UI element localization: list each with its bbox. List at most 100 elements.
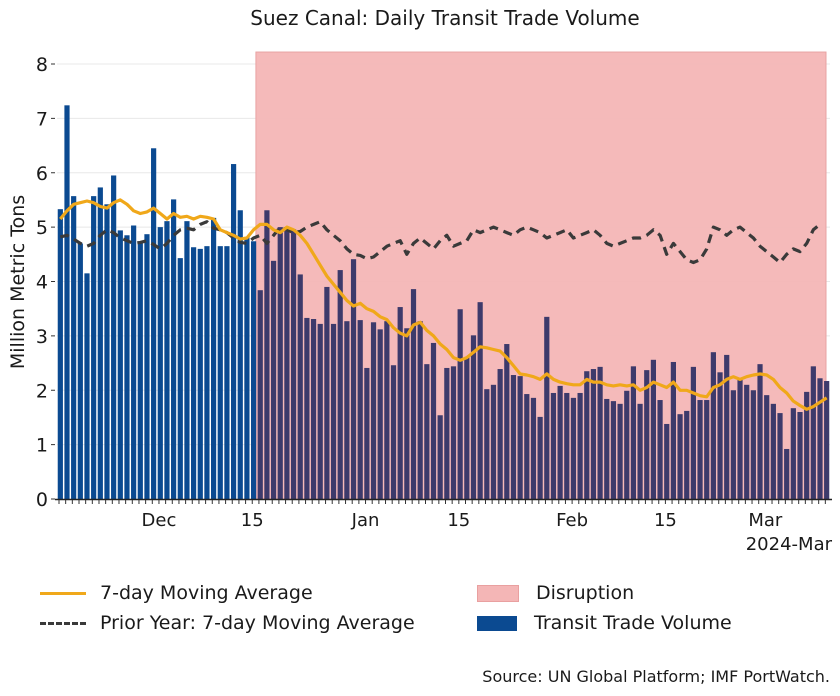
volume-bar (171, 199, 177, 500)
legend-label: 7-day Moving Average (100, 582, 313, 604)
volume-bar (717, 372, 723, 499)
y-tick-label: 3 (36, 326, 48, 348)
volume-bar (617, 403, 623, 499)
volume-bar (624, 390, 630, 499)
volume-bar (350, 259, 357, 499)
volume-bar (550, 392, 557, 499)
y-tick-label: 6 (36, 163, 48, 185)
volume-bar (597, 366, 603, 499)
x-tick-label: 15 (241, 510, 264, 531)
volume-bar (704, 400, 710, 499)
legend-label: Transit Trade Volume (534, 612, 732, 634)
volume-bar (104, 204, 110, 499)
volume-bar (664, 423, 670, 499)
volume-bar (211, 217, 217, 499)
volume-bar (297, 274, 303, 499)
volume-bar (464, 357, 470, 499)
volume-bar (817, 378, 823, 499)
volume-bar (97, 187, 103, 499)
legend-swatch-transit-volume (477, 615, 517, 631)
volume-bar (217, 246, 223, 499)
volume-bar (677, 414, 683, 499)
volume-bar (184, 221, 190, 500)
legend-right: Disruption Transit Trade Volume (474, 578, 732, 638)
bar-layer (57, 105, 830, 500)
legend-swatch-disruption (477, 584, 519, 602)
volume-bar (317, 323, 323, 499)
volume-bar (191, 247, 197, 499)
x-tick-label: Jan (351, 510, 380, 531)
volume-bar (690, 366, 696, 499)
volume-bar (650, 359, 657, 499)
x-tick-label: Dec (142, 510, 177, 531)
volume-bar (364, 367, 370, 499)
volume-bar (250, 241, 257, 499)
volume-bar (697, 400, 703, 499)
volume-bar (517, 376, 523, 499)
volume-bar (477, 302, 483, 499)
volume-bar (224, 246, 230, 499)
volume-bar (410, 289, 417, 499)
volume-bar (737, 379, 743, 499)
legend-item-moving-average: 7-day Moving Average (40, 578, 415, 608)
volume-bar (437, 415, 443, 499)
volume-bar (64, 105, 70, 499)
volume-bar (637, 403, 643, 499)
volume-bar (504, 344, 510, 499)
volume-bar (744, 384, 750, 499)
volume-bar (490, 384, 497, 499)
volume-bar (417, 321, 423, 499)
volume-bar (570, 397, 577, 499)
volume-bar (404, 328, 410, 499)
volume-bar (584, 371, 590, 499)
axis-layer: 0 1 2 3 4 5 6 7 8 Dec 15 Jan 15 Feb 15 Mar 2024-Mar (36, 54, 833, 555)
legend-label: Disruption (536, 582, 635, 604)
volume-bar (777, 413, 783, 499)
y-tick-label: 2 (36, 380, 48, 402)
volume-bar (750, 390, 756, 499)
volume-bar (384, 321, 390, 499)
volume-bar (151, 148, 157, 499)
volume-bar (424, 364, 430, 499)
volume-bar (71, 196, 77, 499)
volume-bar (630, 366, 637, 499)
volume-bar (710, 352, 716, 499)
legend-swatch-prior-year (40, 621, 86, 625)
volume-bar (450, 366, 457, 499)
volume-bar (117, 230, 123, 499)
volume-bar (510, 375, 517, 499)
volume-bar (277, 227, 283, 499)
volume-bar (544, 316, 550, 499)
volume-bar (590, 369, 597, 499)
volume-bar (457, 309, 463, 499)
volume-bar (91, 196, 97, 499)
volume-bar (370, 322, 377, 499)
volume-bar (284, 230, 290, 499)
volume-bar (137, 243, 143, 499)
volume-bar (290, 229, 297, 500)
volume-bar (57, 209, 63, 499)
volume-bar (657, 400, 663, 499)
volume-bar (537, 416, 543, 499)
legend-item-disruption: Disruption (474, 578, 732, 608)
volume-bar (177, 258, 183, 499)
volume-bar (230, 164, 237, 500)
volume-bar (797, 412, 803, 499)
volume-bar (644, 370, 650, 499)
volume-bar (804, 391, 810, 499)
volume-bar (764, 395, 770, 499)
volume-bar (237, 210, 243, 500)
x-offset-label: 2024-Mar (746, 534, 833, 555)
volume-bar (244, 236, 250, 499)
x-tick-label: 15 (447, 510, 470, 531)
volume-bar (390, 365, 397, 499)
volume-bar (757, 364, 763, 499)
y-tick-label: 4 (36, 272, 48, 294)
legend-left: 7-day Moving Average Prior Year: 7-day M… (40, 578, 415, 638)
volume-bar (524, 394, 530, 499)
y-tick-label: 1 (36, 435, 48, 457)
y-tick-label: 5 (36, 217, 48, 239)
volume-bar (397, 307, 403, 499)
y-tick-label: 8 (36, 54, 48, 76)
volume-bar (111, 175, 117, 499)
